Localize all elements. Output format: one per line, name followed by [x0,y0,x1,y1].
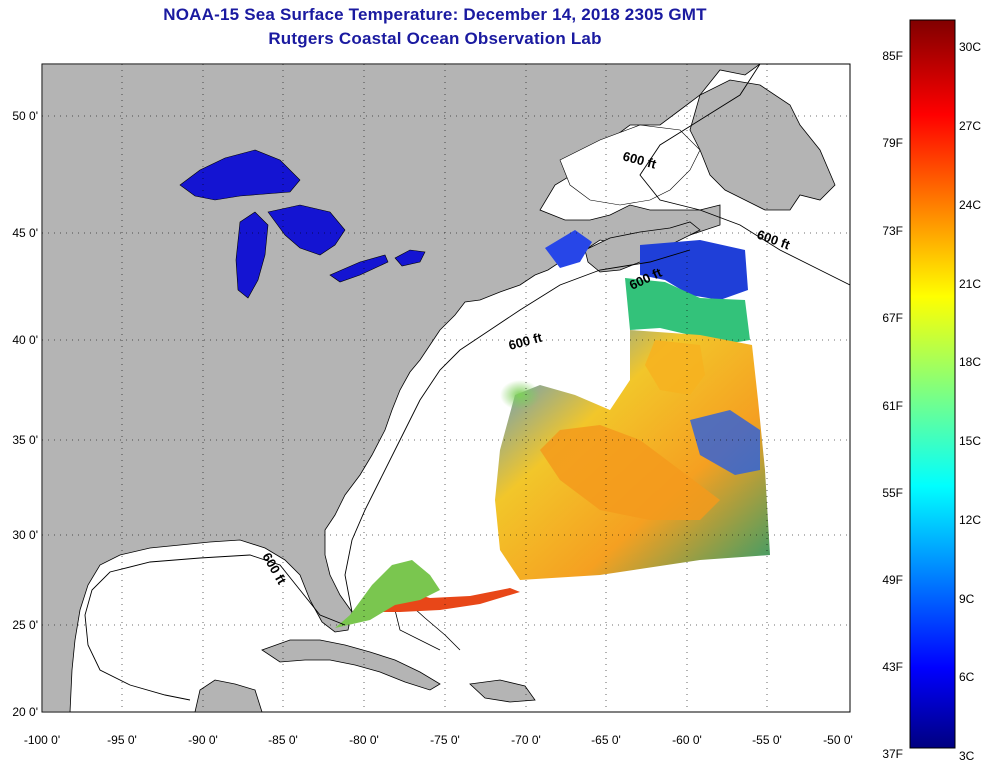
lon-axis: -100 0' -95 0' -90 0' -85 0' -80 0' -75 … [24,733,853,747]
cuba-land [261,639,441,691]
newfoundland-land [689,79,836,211]
sst-south-west [335,560,440,628]
map-title: NOAA-15 Sea Surface Temperature: Decembe… [163,5,707,24]
colorbar-c-label: 9C [959,592,975,606]
north-america-land [42,64,761,712]
sst-speckle [500,380,540,410]
lat-tick-label: 40 0' [12,333,38,347]
map-subtitle: Rutgers Coastal Ocean Observation Lab [268,29,602,48]
lon-tick-label: -55 0' [752,733,782,747]
lat-tick-label: 25 0' [12,618,38,632]
colorbar-c-label: 3C [959,749,975,763]
colorbar-f-labels: 85F 79F 73F 67F 61F 55F 49F 43F 37F [882,49,903,761]
colorbar-c-label: 6C [959,670,975,684]
lon-tick-label: -100 0' [24,733,60,747]
lake-michigan [235,211,269,299]
lat-tick-label: 20 0' [12,705,38,719]
colorbar-f-label: 43F [882,660,903,674]
sst-swath-gulfstream-core [645,340,705,395]
sst-swath-orange [540,425,720,520]
colorbar-c-labels: 30C 27C 24C 21C 18C 15C 12C 9C 6C 3C [959,40,981,763]
hispaniola-land [469,679,536,703]
colorbar-f-label: 55F [882,486,903,500]
sst-gulf-of-maine [545,230,592,268]
lat-tick-label: 45 0' [12,226,38,240]
colorbar-f-label: 79F [882,136,903,150]
lat-tick-label: 30 0' [12,528,38,542]
lake-superior [179,149,301,201]
lon-tick-label: -95 0' [107,733,137,747]
colorbar-f-label: 73F [882,224,903,238]
colorbar-f-label: 49F [882,573,903,587]
lake-ontario [394,249,426,267]
colorbar-f-label: 61F [882,399,903,413]
lon-tick-label: -60 0' [672,733,702,747]
colorbar-f-label: 67F [882,311,903,325]
lon-tick-label: -75 0' [430,733,460,747]
isobath-600ft [84,64,850,701]
sst-swath-green [625,278,750,345]
colorbar-c-label: 15C [959,434,981,448]
lat-axis: 20 0' 25 0' 30 0' 35 0' 40 0' 45 0' 50 0… [12,109,38,719]
colorbar-c-label: 24C [959,198,981,212]
colorbar-c-label: 21C [959,277,981,291]
colorbar-f-label: 37F [882,747,903,761]
lake-huron [267,204,346,256]
sst-swath-north [640,240,748,300]
lake-erie [329,254,389,283]
colorbar-c-label: 30C [959,40,981,54]
colorbar-c-label: 27C [959,119,981,133]
lon-tick-label: -90 0' [188,733,218,747]
sst-swath-blue-patch [690,410,760,475]
colorbar-c-label: 18C [959,355,981,369]
lat-tick-label: 35 0' [12,433,38,447]
colorbar-c-label: 12C [959,513,981,527]
colorbar-f-label: 85F [882,49,903,63]
lon-tick-label: -65 0' [591,733,621,747]
lon-tick-label: -50 0' [823,733,853,747]
lon-tick-label: -85 0' [268,733,298,747]
lat-tick-label: 50 0' [12,109,38,123]
graticule [42,64,850,712]
temperature-colorbar [909,19,956,749]
lon-tick-label: -80 0' [349,733,379,747]
yucatan-land [194,679,263,712]
lon-tick-label: -70 0' [511,733,541,747]
gulf-st-lawrence-water [559,124,701,206]
